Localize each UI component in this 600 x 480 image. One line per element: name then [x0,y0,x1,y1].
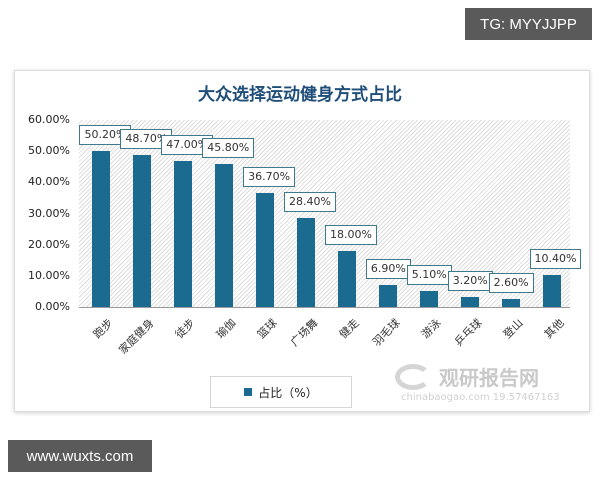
tg-badge: TG: MYYJJPP [465,8,592,40]
data-label: 48.70% [120,129,173,150]
data-label: 6.90% [365,259,411,280]
data-label: 47.00% [161,134,214,155]
bar [174,160,193,307]
y-tick-label: 10.00% [28,268,70,282]
bar [297,218,316,307]
legend-label: 占比（%） [258,385,318,400]
bar [419,291,438,307]
y-tick-label: 0.00% [35,300,70,313]
bar [92,150,111,307]
watermark-title: 观研报告网 [439,366,539,390]
y-tick-label: 30.00% [28,206,70,220]
bar [215,164,234,307]
watermark-subtitle: chinabaogao.com 19.57467163 [401,392,560,403]
data-label: 2.60% [488,272,534,293]
x-axis-line [79,307,570,308]
data-label: 45.80% [202,138,255,159]
bar [501,298,520,307]
site-badge: www.wuxts.com [8,440,152,472]
data-label: 3.20% [447,271,493,292]
y-tick-label: 60.00% [28,113,70,126]
bar [133,155,152,307]
legend: 占比（%） [210,376,352,408]
bar [256,192,275,307]
bar [337,250,356,307]
watermark-logo-icon [395,364,431,390]
bar [542,274,561,307]
data-label: 18.00% [324,224,377,245]
bar [460,297,479,307]
y-tick-label: 40.00% [28,175,70,189]
chart-title: 大众选择运动健身方式占比 [198,85,402,105]
y-tick-label: 50.00% [28,144,70,158]
legend-swatch-icon [244,388,253,396]
data-label: 36.70% [243,166,296,187]
watermark: 观研报告网 chinabaogao.com 19.57467163 [395,362,590,412]
y-tick-label: 20.00% [28,237,70,251]
data-label: 28.40% [284,192,336,213]
data-label: 10.40% [529,248,582,269]
data-label: 5.10% [406,265,452,286]
bar [378,285,397,307]
